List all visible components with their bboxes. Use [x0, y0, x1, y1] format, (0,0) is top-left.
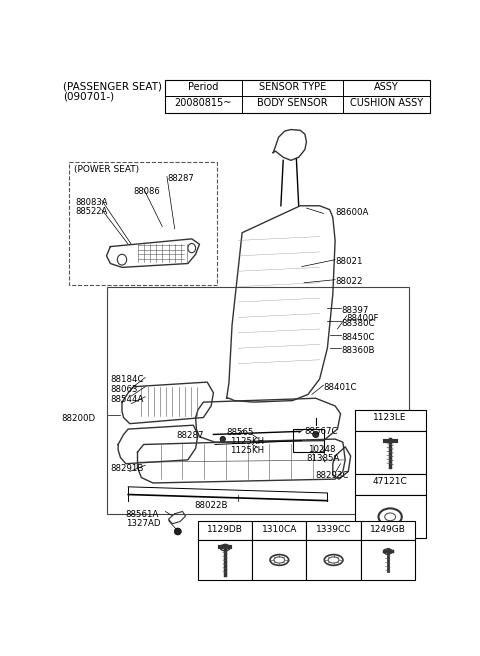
Text: 81385A: 81385A [306, 455, 340, 464]
Text: ASSY: ASSY [374, 82, 399, 92]
Bar [69, 162, 216, 285]
Text: SENSOR TYPE: SENSOR TYPE [259, 82, 326, 92]
Text: 88522A: 88522A [75, 207, 108, 216]
Bar [198, 540, 252, 580]
Text: 88287: 88287 [167, 174, 194, 183]
Bar [355, 474, 426, 495]
Bar [252, 540, 306, 580]
Bar [165, 80, 430, 113]
Text: 88086: 88086 [133, 186, 160, 195]
Text: 1339CC: 1339CC [316, 525, 351, 533]
Bar [107, 287, 409, 514]
Text: 88063: 88063 [110, 385, 138, 394]
Text: (POWER SEAT): (POWER SEAT) [74, 165, 139, 174]
Bar [292, 429, 324, 452]
Text: 88544A: 88544A [110, 395, 144, 404]
Text: 20080815~: 20080815~ [175, 98, 232, 108]
Text: 88022B: 88022B [194, 501, 228, 510]
Text: 1327AD: 1327AD [126, 519, 160, 528]
Text: 88380C: 88380C [341, 319, 375, 328]
Ellipse shape [174, 528, 181, 535]
Text: 88561A: 88561A [126, 510, 159, 519]
Text: 1123LE: 1123LE [373, 413, 407, 422]
Ellipse shape [220, 436, 226, 441]
Text: 88291B: 88291B [110, 464, 144, 473]
Text: (090701-): (090701-) [63, 92, 114, 102]
Bar [355, 432, 426, 474]
Text: 88022: 88022 [335, 277, 362, 287]
Bar [252, 522, 306, 540]
Text: 1129DB: 1129DB [207, 525, 243, 533]
Text: 88567C: 88567C [304, 427, 337, 436]
Text: 1125KH: 1125KH [230, 437, 264, 446]
Text: 47121C: 47121C [373, 477, 408, 486]
Text: 88600A: 88600A [335, 208, 369, 217]
Text: 1125KH: 1125KH [230, 446, 264, 455]
Text: Period: Period [188, 82, 218, 92]
Text: 88021: 88021 [335, 257, 362, 266]
Text: 88450C: 88450C [341, 333, 375, 342]
Text: 88184C: 88184C [110, 375, 144, 384]
Text: (PASSENGER SEAT): (PASSENGER SEAT) [63, 82, 162, 92]
Text: 88360B: 88360B [341, 346, 375, 355]
Text: CUSHION ASSY: CUSHION ASSY [350, 98, 423, 108]
Bar [306, 540, 360, 580]
Text: 88083A: 88083A [75, 198, 108, 207]
Text: 1310CA: 1310CA [262, 525, 297, 533]
Text: 88397: 88397 [341, 306, 369, 315]
Text: 88200D: 88200D [61, 414, 96, 422]
Bar [355, 495, 426, 538]
Bar [360, 540, 415, 580]
Text: 88565: 88565 [227, 428, 254, 436]
Text: 88287: 88287 [176, 432, 204, 440]
Text: BODY SENSOR: BODY SENSOR [257, 98, 328, 108]
Text: 88401C: 88401C [324, 383, 357, 392]
Text: 88400F: 88400F [347, 314, 379, 323]
Bar [306, 522, 360, 540]
Text: 10248: 10248 [308, 445, 336, 454]
Text: 88293C: 88293C [316, 472, 349, 480]
Ellipse shape [312, 432, 319, 438]
Bar [198, 522, 252, 540]
Bar [355, 410, 426, 432]
Text: 1249GB: 1249GB [370, 525, 406, 533]
Bar [360, 522, 415, 540]
